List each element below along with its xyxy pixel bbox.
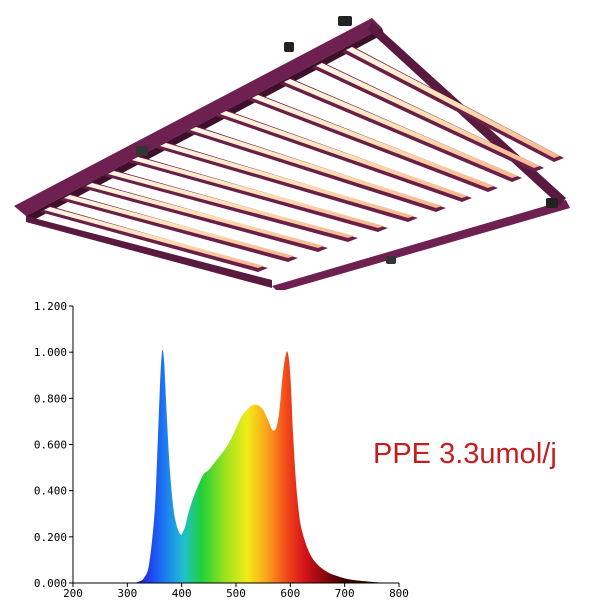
led-bar <box>156 142 418 222</box>
driver-connector <box>284 42 294 52</box>
led-bar <box>342 46 564 162</box>
led-bar <box>248 94 498 192</box>
led-bar <box>280 78 522 182</box>
led-bar <box>82 182 328 252</box>
x-tick-label: 700 <box>335 587 355 600</box>
y-tick-label: 0.400 <box>34 485 67 498</box>
led-bars <box>40 46 564 272</box>
led-bar <box>128 156 388 232</box>
x-tick-label: 300 <box>117 587 137 600</box>
led-bar <box>186 126 446 212</box>
x-tick-label: 200 <box>63 587 83 600</box>
driver-connector <box>546 198 558 208</box>
led-bar <box>40 206 268 272</box>
spectrum-chart: 0.000 0.200 0.400 0.600 0.800 1.000 1.200 200 3… <box>34 300 409 600</box>
y-tick-label: 1.000 <box>34 346 67 359</box>
y-tick-label: 1.200 <box>34 300 67 313</box>
x-tick-label: 600 <box>280 587 300 600</box>
y-axis-ticks: 0.000 0.200 0.400 0.600 0.800 1.000 1.200 <box>34 300 73 590</box>
led-bar <box>104 170 358 242</box>
led-bar <box>216 110 472 202</box>
y-tick-label: 0.600 <box>34 439 67 452</box>
led-bar <box>60 194 298 262</box>
ppe-label: PPE 3.3umol/j <box>373 438 557 470</box>
fixture-back-rail <box>14 18 382 216</box>
driver-connector <box>386 256 396 264</box>
x-tick-label: 400 <box>172 587 192 600</box>
y-tick-label: 0.200 <box>34 531 67 544</box>
fixture-left-rail <box>26 216 272 288</box>
x-tick-label: 500 <box>226 587 246 600</box>
grow-light-fixture <box>14 16 570 290</box>
y-tick-label: 0.000 <box>34 577 67 590</box>
led-bar <box>312 62 544 172</box>
y-tick-label: 0.800 <box>34 392 67 405</box>
driver-connector <box>136 146 148 156</box>
driver-connector <box>338 16 352 26</box>
x-tick-label: 800 <box>389 587 409 600</box>
spectrum-area <box>132 349 389 583</box>
fixture-front-rail <box>272 200 570 290</box>
x-axis-ticks: 200 300 400 500 600 700 800 <box>63 583 409 600</box>
